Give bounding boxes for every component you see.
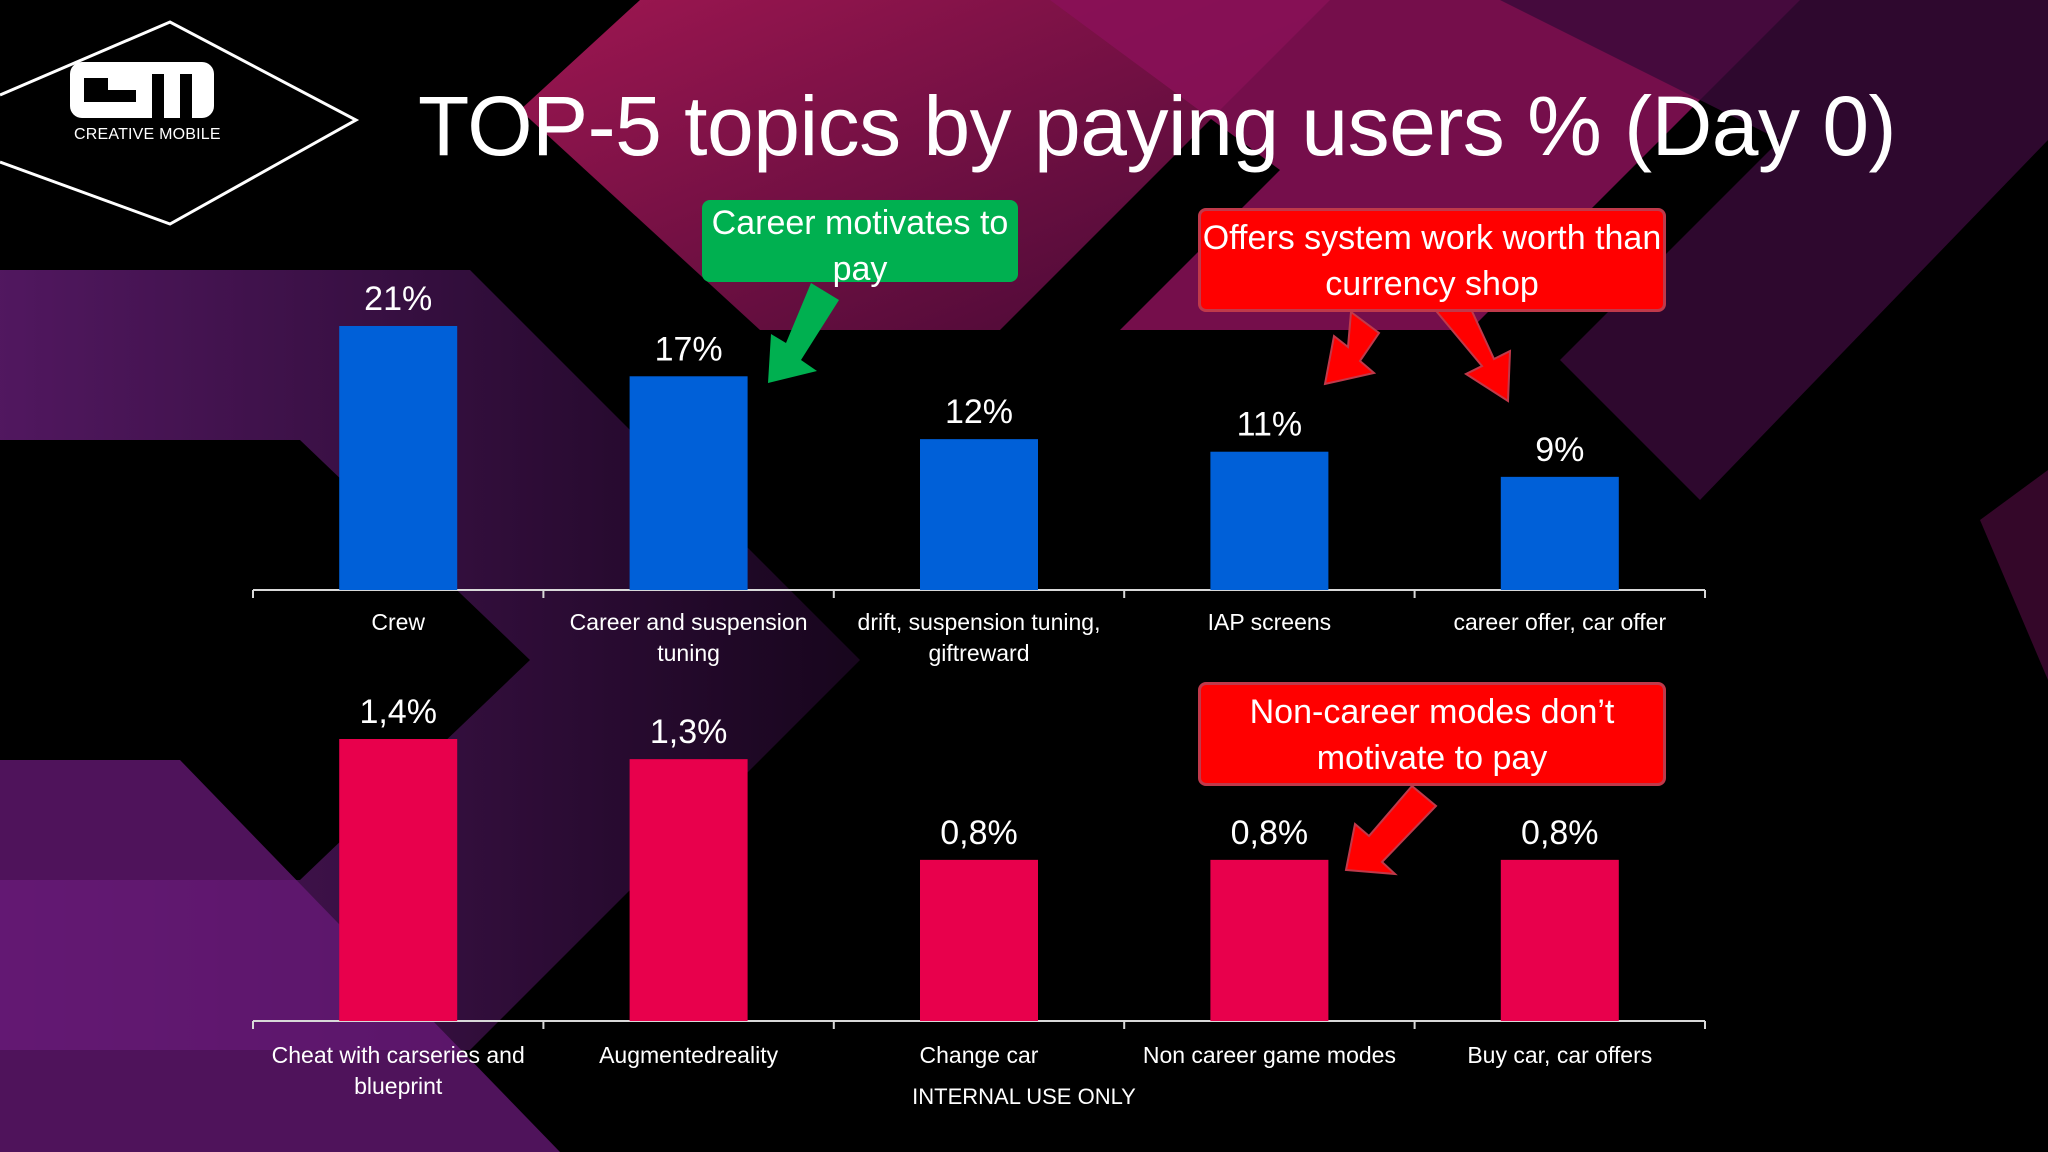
- bar-top-2: [629, 376, 748, 590]
- category-label: Cheat with carseries and: [272, 1042, 525, 1068]
- data-label: 0,8%: [1231, 814, 1309, 852]
- bar-top-3: [920, 439, 1038, 590]
- category-label: Non career game modes: [1143, 1042, 1396, 1068]
- category-label: drift, suspension tuning,: [858, 609, 1101, 635]
- category-label: tuning: [657, 640, 720, 666]
- bar-bottom-1: [339, 739, 458, 1021]
- callout-noncareer: Non-career modes don’t motivate to pay: [1198, 682, 1666, 786]
- category-label: Change car: [920, 1042, 1039, 1068]
- category-label: IAP screens: [1208, 609, 1332, 635]
- data-label: 12%: [945, 393, 1013, 431]
- bar-top-4: [1210, 451, 1329, 590]
- bar-bottom-2: [629, 759, 748, 1021]
- callout-offers: Offers system work worth than currency s…: [1198, 208, 1666, 312]
- logo-text: CREATIVE MOBILE: [74, 126, 221, 143]
- data-label: 17%: [655, 330, 723, 368]
- category-label: blueprint: [354, 1073, 443, 1099]
- category-label: giftreward: [929, 640, 1030, 666]
- data-label: 0,8%: [1521, 814, 1599, 852]
- creative-mobile-logo: [0, 20, 360, 226]
- page-title: TOP-5 topics by paying users % (Day 0): [418, 79, 1897, 173]
- category-label: Augmentedreality: [599, 1042, 778, 1068]
- data-label: 21%: [364, 280, 432, 318]
- bar-top-1: [339, 326, 458, 590]
- footer-note: INTERNAL USE ONLY: [912, 1084, 1136, 1109]
- category-label: Buy car, car offers: [1467, 1042, 1652, 1068]
- data-label: 9%: [1535, 431, 1584, 469]
- data-label: 11%: [1237, 406, 1303, 444]
- bar-bottom-3: [920, 859, 1038, 1021]
- category-label: Crew: [371, 609, 425, 635]
- category-label: Career and suspension: [570, 609, 808, 635]
- data-label: 1,4%: [359, 693, 437, 731]
- callout-career: Career motivates to pay: [702, 200, 1018, 288]
- bar-bottom-5: [1500, 859, 1619, 1021]
- category-label: career offer, car offer: [1453, 609, 1666, 635]
- bar-bottom-4: [1210, 859, 1329, 1021]
- data-label: 0,8%: [940, 814, 1018, 852]
- bar-top-5: [1500, 476, 1619, 590]
- data-label: 1,3%: [650, 713, 728, 751]
